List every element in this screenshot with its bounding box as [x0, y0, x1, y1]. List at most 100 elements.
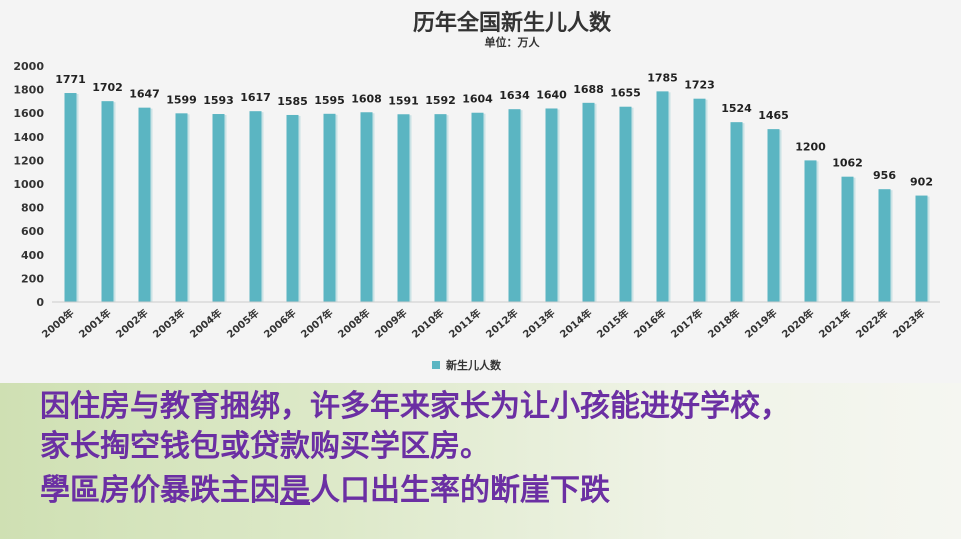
bar: [767, 129, 780, 302]
bar: [286, 114, 299, 302]
bar-value-label: 1771: [55, 73, 86, 86]
bar-value-label: 1465: [758, 109, 789, 122]
bar-value-label: 1617: [240, 91, 271, 104]
bar-value-label: 1591: [388, 94, 419, 107]
bar: [693, 98, 706, 302]
caption-line-2: 家长掏空钱包或贷款购买学区房。: [40, 429, 490, 464]
bar: [138, 107, 151, 303]
legend: 新生儿人数: [432, 358, 502, 372]
bar-value-label: 1062: [832, 157, 863, 170]
y-tick-label: 1600: [13, 107, 44, 120]
x-tick-label: 2012年: [483, 306, 520, 340]
x-tick-label: 2019年: [742, 306, 779, 340]
bar: [508, 109, 521, 302]
bar-value-label: 1585: [277, 95, 308, 108]
x-tick-label: 2004年: [187, 306, 224, 340]
bar-value-label: 1593: [203, 94, 234, 107]
bar: [360, 112, 373, 302]
bar-value-label: 1200: [795, 140, 826, 153]
x-tick-label: 2003年: [150, 306, 187, 340]
x-tick-label: 2000年: [39, 306, 76, 340]
chart-subtitle: 单位：万人: [485, 35, 541, 49]
bar-value-label: 1524: [721, 102, 752, 115]
x-tick-label: 2015年: [594, 306, 631, 340]
x-tick-label: 2014年: [557, 306, 594, 340]
caption-line-3: 學區房价暴跌主因是人口出生率的断崖下跌: [40, 473, 610, 509]
bar: [175, 113, 188, 303]
bar-value-label: 902: [910, 176, 933, 189]
bar: [212, 114, 225, 302]
x-tick-label: 2017年: [668, 306, 705, 340]
x-tick-label: 2010年: [409, 306, 446, 340]
y-tick-label: 600: [21, 225, 44, 238]
x-tick-label: 2020年: [779, 306, 816, 340]
caption-line-3-underlined: 是: [280, 473, 310, 508]
chart-area: 历年全国新生儿人数 单位：万人 0 200 400 600 800 1000 1200 140…: [0, 0, 961, 383]
y-tick-label: 400: [21, 249, 44, 262]
bar: [64, 93, 77, 302]
bar: [249, 111, 262, 302]
legend-label: 新生儿人数: [446, 358, 502, 372]
y-tick-label: 800: [21, 202, 44, 215]
y-tick-label: 200: [21, 272, 44, 285]
bar: [878, 189, 891, 302]
bar: [397, 114, 410, 303]
bar: [915, 195, 928, 302]
bar: [804, 160, 817, 302]
x-tick-label: 2018年: [705, 306, 742, 340]
x-tick-label: 2021年: [816, 306, 853, 340]
bar-value-label: 1634: [499, 89, 530, 102]
x-tick-label: 2008年: [335, 306, 372, 340]
bar-value-label: 1702: [92, 81, 123, 94]
bar: [619, 106, 632, 303]
x-tick-label: 2009年: [372, 306, 409, 340]
y-tick-label: 1200: [13, 154, 44, 167]
x-tick-label: 2005年: [224, 306, 261, 340]
x-tick-label: 2013年: [520, 306, 557, 340]
caption-line-1: 因住房与教育捆绑，许多年来家长为让小孩能进好学校，: [40, 389, 790, 424]
x-tick-label: 2006年: [261, 306, 298, 340]
x-tick-label: 2022年: [853, 306, 890, 340]
x-tick-label: 2023年: [890, 306, 927, 340]
value-labels-group: 1771 1702 1647 1599 1593 1617 1585 1595 1608 1591…: [55, 71, 933, 188]
bars-group: [64, 91, 930, 303]
caption-line-3-part1: 學區房价暴跌主因: [40, 473, 280, 508]
bar-value-label: 1655: [610, 87, 641, 100]
bar-value-label: 1595: [314, 94, 345, 107]
caption-line-3-part2: 人口出生率的断崖下跌: [310, 473, 610, 508]
bar: [656, 91, 669, 303]
bar-value-label: 1604: [462, 93, 493, 106]
y-tick-label: 1800: [13, 84, 44, 97]
bar: [582, 102, 595, 302]
x-tick-label: 2007年: [298, 306, 335, 340]
y-tick-label: 1000: [13, 178, 44, 191]
bar-value-label: 1608: [351, 92, 382, 105]
bar-value-label: 1640: [536, 88, 567, 101]
bar: [323, 113, 336, 302]
y-tick-label: 0: [36, 296, 44, 309]
bar: [434, 114, 447, 302]
caption-band: 因住房与教育捆绑，许多年来家长为让小孩能进好学校， 家长掏空钱包或贷款购买学区房…: [0, 383, 961, 539]
bar: [101, 101, 114, 302]
x-tick-label: 2002年: [113, 306, 150, 340]
x-tick-label: 2001年: [76, 306, 113, 340]
chart-title: 历年全国新生儿人数: [413, 10, 612, 36]
legend-swatch: [432, 361, 440, 369]
x-axis: 2000年 2001年 2002年 2003年 2004年 2005年 2006年 2007年…: [39, 301, 940, 341]
y-axis: 0 200 400 600 800 1000 1200 1400 1600 1800 2000: [13, 60, 44, 309]
bar-value-label: 1785: [647, 71, 678, 84]
y-tick-label: 1400: [13, 131, 44, 144]
bar-value-label: 956: [873, 169, 896, 182]
bar: [841, 176, 854, 302]
bar: [730, 122, 743, 302]
bar: [545, 108, 558, 302]
bar-value-label: 1592: [425, 94, 456, 107]
bar-value-label: 1688: [573, 83, 604, 96]
bar-chart: 历年全国新生儿人数 单位：万人 0 200 400 600 800 1000 1200 140…: [13, 10, 940, 372]
y-tick-label: 2000: [13, 60, 44, 73]
bar-value-label: 1723: [684, 79, 715, 92]
bar: [471, 112, 484, 302]
x-tick-label: 2011年: [446, 306, 483, 340]
bar-value-label: 1647: [129, 88, 160, 101]
bar-value-label: 1599: [166, 93, 197, 106]
